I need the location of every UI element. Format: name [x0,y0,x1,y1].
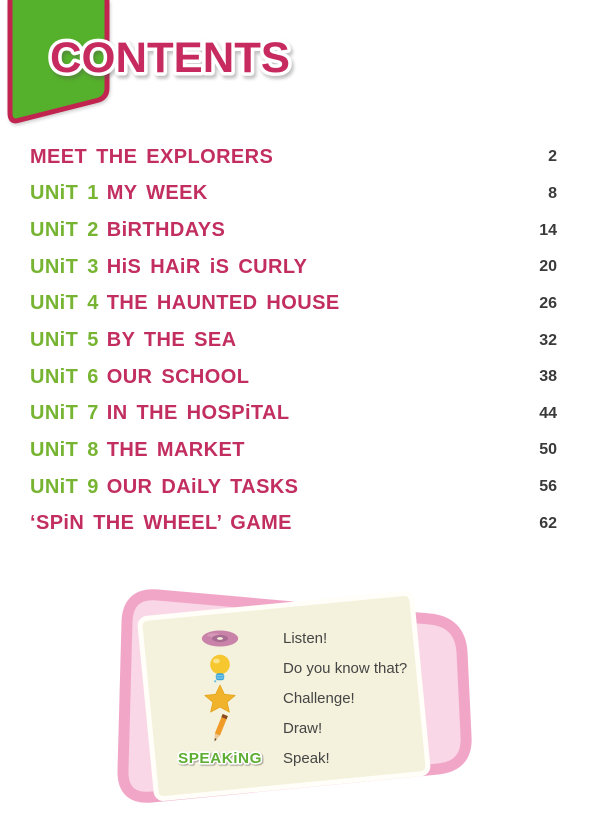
toc-entry-title: BY THE SEA [106,329,237,352]
toc-entry-label: UNiT 8 THE MARKET [30,439,245,462]
toc-entry-unit: UNiT 8 [30,438,99,461]
page-title-text: CONTENTS [50,34,290,82]
toc-entry: UNiT 1 MY WEEK 8 [30,176,557,213]
toc-entry-page: 56 [539,478,557,496]
toc-entry: MEET THE EXPLORERS 2 [30,139,557,176]
toc-entry-label: UNiT 6 OUR SCHOOL [30,366,249,389]
toc-entry-title: HiS HAiR iS CURLY [106,255,308,278]
toc-entry-page: 50 [539,441,557,459]
page-title: CONTENTS [47,31,294,86]
toc-entry-label: UNiT 5 BY THE SEA [30,329,236,352]
toc-entry-title: OUR DAiLY TASKS [106,475,299,498]
toc-list: MEET THE EXPLORERS 2 UNiT 1 MY WEEK 8 UNi… [30,139,557,542]
legend-item-know: Do you know that? [170,653,430,683]
toc-entry-unit: UNiT 5 [30,329,99,352]
legend-item-speak: SPEAKiNG Speak! [170,743,430,773]
legend-label: Draw! [283,719,323,737]
toc-entry-page: 20 [539,258,557,276]
speaking-badge-text: SPEAKiNG [178,750,262,767]
toc-entry: ‘SPiN THE WHEEL’ GAME 62 [30,505,557,542]
toc-entry-title: MY WEEK [106,182,208,205]
star-icon [170,683,270,714]
toc-entry-title: ‘SPiN THE WHEEL’ GAME [30,512,292,535]
legend-item-listen: Listen! [170,623,430,653]
toc-entry: UNiT 3 HiS HAiR iS CURLY 20 [30,249,557,286]
toc-entry: UNiT 7 IN THE HOSPiTAL 44 [30,395,557,432]
cd-icon [170,630,270,647]
toc-entry-unit: UNiT 4 [30,292,99,315]
toc-entry-title: THE HAUNTED HOUSE [106,292,340,315]
toc-entry-unit: UNiT 9 [30,475,99,498]
legend-label: Do you know that? [283,659,408,677]
toc-entry-label: UNiT 9 OUR DAiLY TASKS [30,476,298,499]
toc-entry-page: 44 [539,404,557,422]
toc-entry-label: MEET THE EXPLORERS [30,146,273,169]
pencil-icon [170,711,270,745]
toc-entry-title: THE MARKET [106,438,245,461]
contents-ribbon [7,0,110,124]
legend-label: Challenge! [283,689,355,707]
toc-entry: UNiT 5 BY THE SEA 32 [30,322,557,359]
toc-entry-page: 38 [539,368,557,386]
toc-entry: UNiT 9 OUR DAiLY TASKS 56 [30,469,557,506]
legend-label: Listen! [283,629,328,647]
toc-entry-unit: UNiT 2 [30,219,99,242]
toc-entry-page: 62 [539,514,557,532]
legend-list: Listen! Do you know that? Challenge! [170,623,430,773]
toc-entry-title: OUR SCHOOL [106,365,250,388]
legend-item-challenge: Challenge! [170,683,430,713]
toc-entry: UNiT 6 OUR SCHOOL 38 [30,359,557,396]
legend-label: Speak! [283,749,330,767]
lightbulb-icon [170,653,270,683]
toc-entry-page: 32 [539,331,557,349]
legend-item-draw: Draw! [170,713,430,743]
toc-entry-label: UNiT 3 HiS HAiR iS CURLY [30,256,307,279]
toc-entry-page: 26 [539,294,557,312]
toc-entry-page: 2 [548,148,557,166]
toc-entry-label: UNiT 4 THE HAUNTED HOUSE [30,292,340,315]
toc-entry: UNiT 2 BiRTHDAYS 14 [30,212,557,249]
toc-entry-title: BiRTHDAYS [106,219,226,242]
toc-entry-label: UNiT 2 BiRTHDAYS [30,219,225,242]
toc-entry-page: 8 [548,184,557,202]
toc-entry-title: MEET THE EXPLORERS [30,145,274,168]
toc-entry-label: UNiT 7 IN THE HOSPiTAL [30,402,290,425]
toc-entry: UNiT 8 THE MARKET 50 [30,432,557,469]
toc-entry-unit: UNiT 1 [30,182,99,205]
toc-entry-unit: UNiT 6 [30,365,99,388]
toc-entry-title: IN THE HOSPiTAL [106,402,290,425]
toc-entry-page: 14 [539,221,557,239]
toc-entry: UNiT 4 THE HAUNTED HOUSE 26 [30,286,557,323]
toc-entry-unit: UNiT 7 [30,402,99,425]
toc-entry-unit: UNiT 3 [30,255,99,278]
speaking-badge: SPEAKiNG [170,747,270,769]
toc-entry-label: ‘SPiN THE WHEEL’ GAME [30,512,292,535]
toc-entry-label: UNiT 1 MY WEEK [30,182,208,205]
